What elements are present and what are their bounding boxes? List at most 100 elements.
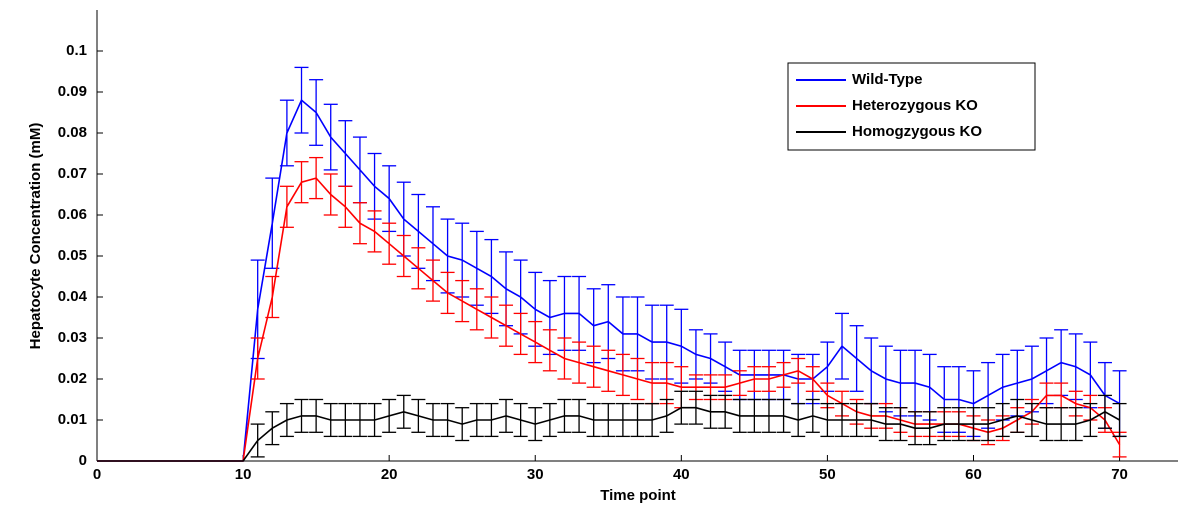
y-tick-label: 0	[79, 452, 87, 469]
y-axis-label: Hepatocyte Concentration (mM)	[27, 123, 44, 350]
error-bar	[659, 398, 674, 433]
error-bar	[601, 284, 616, 360]
error-bar	[323, 402, 338, 438]
x-tick-label: 70	[1111, 466, 1128, 483]
error-bar	[294, 66, 309, 134]
error-bar	[396, 394, 411, 429]
error-bar	[922, 411, 937, 446]
error-bar	[352, 136, 367, 204]
y-tick-label: 0.07	[58, 165, 87, 182]
error-bar	[440, 271, 455, 315]
error-bar	[294, 161, 309, 204]
error-bar	[645, 402, 660, 438]
error-bar	[323, 173, 338, 216]
series-line	[97, 406, 1120, 462]
y-tick-label: 0.08	[58, 124, 87, 141]
error-bar	[309, 398, 324, 433]
error-bar	[469, 288, 484, 331]
error-bar	[1068, 333, 1083, 401]
error-bar	[820, 402, 835, 438]
error-bar	[601, 349, 616, 392]
error-bar	[922, 353, 937, 421]
error-bar	[499, 398, 514, 433]
error-bar	[995, 402, 1010, 438]
error-bar	[265, 275, 280, 319]
error-bar	[572, 398, 587, 433]
error-bar	[688, 390, 703, 425]
error-bar	[805, 398, 820, 433]
legend-label: Heterozygous KO	[852, 97, 978, 114]
error-bar	[805, 366, 820, 392]
error-bar	[279, 185, 294, 228]
error-bar	[396, 234, 411, 278]
error-bar	[718, 394, 733, 429]
error-bar	[951, 407, 966, 442]
error-bar	[411, 398, 426, 433]
error-bar	[250, 337, 265, 380]
error-bar	[747, 366, 762, 392]
error-bar	[761, 398, 776, 433]
error-bar	[309, 156, 324, 200]
error-bar	[1024, 402, 1039, 438]
error-bar	[1010, 398, 1025, 433]
error-bar	[367, 152, 382, 220]
x-axis-label: Time point	[600, 487, 676, 504]
error-bar	[528, 407, 543, 442]
error-bar	[864, 402, 879, 438]
error-bar	[484, 402, 499, 438]
error-bar	[338, 120, 353, 187]
error-bar	[309, 79, 324, 146]
error-bar	[864, 337, 879, 405]
error-bar	[1083, 402, 1098, 438]
y-tick-label: 0.03	[58, 329, 87, 346]
error-bar	[1054, 407, 1069, 442]
x-tick-label: 30	[527, 466, 544, 483]
series-line	[97, 98, 1120, 462]
error-bar	[294, 398, 309, 433]
x-tick-label: 50	[819, 466, 836, 483]
error-bar	[761, 366, 776, 392]
y-tick-label: 0.06	[58, 206, 87, 223]
error-bar	[499, 304, 514, 347]
error-bar	[440, 402, 455, 438]
error-bar	[688, 329, 703, 380]
x-tick-label: 60	[965, 466, 982, 483]
error-bar	[455, 407, 470, 442]
error-bar	[908, 411, 923, 446]
error-bar	[849, 325, 864, 392]
error-bar	[425, 259, 440, 302]
error-bar	[586, 402, 601, 438]
y-tick-label: 0.01	[58, 411, 87, 428]
y-tick-label: 0.1	[66, 42, 87, 59]
error-bar	[513, 402, 528, 438]
error-bar	[1039, 407, 1054, 442]
error-bar	[630, 402, 645, 438]
error-bar	[1068, 407, 1083, 442]
error-bar	[484, 296, 499, 339]
y-tick-label: 0.02	[58, 370, 87, 387]
error-bar	[557, 398, 572, 433]
error-bar	[893, 407, 908, 442]
error-bar	[1097, 394, 1112, 429]
error-bar	[265, 411, 280, 446]
error-bar	[849, 402, 864, 438]
error-bar	[323, 103, 338, 171]
error-bar	[250, 423, 265, 458]
error-bar	[352, 202, 367, 245]
error-bar	[732, 370, 747, 397]
error-bar	[586, 345, 601, 388]
legend-label: Wild-Type	[852, 71, 922, 88]
x-tick-label: 20	[381, 466, 398, 483]
error-bar	[615, 402, 630, 438]
error-bar	[966, 407, 981, 442]
error-bar	[542, 402, 557, 438]
error-bar	[542, 329, 557, 372]
error-bar	[367, 402, 382, 438]
error-bar	[674, 390, 689, 425]
error-bar	[469, 402, 484, 438]
error-bar	[703, 394, 718, 429]
error-bar	[279, 99, 294, 167]
error-bar	[425, 402, 440, 438]
error-bar	[878, 345, 893, 413]
